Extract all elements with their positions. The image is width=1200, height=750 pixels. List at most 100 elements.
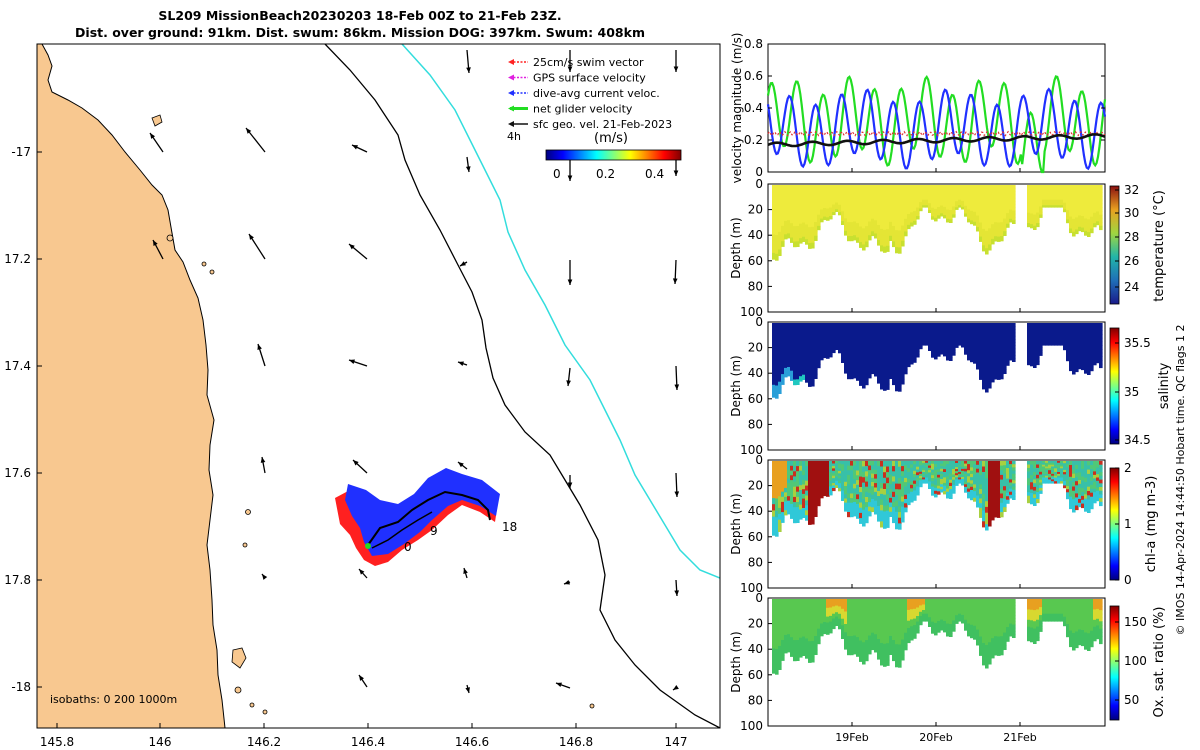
section-cell <box>922 602 926 606</box>
section-cell <box>1054 324 1058 328</box>
section-cell <box>1096 480 1100 485</box>
section-cell <box>877 614 881 620</box>
section-cell <box>1009 482 1013 487</box>
section-cell <box>895 351 899 358</box>
section-cell <box>1000 355 1004 361</box>
section-cell <box>865 486 869 493</box>
section-cell <box>997 503 1001 509</box>
section-cell <box>796 476 800 483</box>
section-cell <box>844 636 848 642</box>
section-cell <box>937 601 941 606</box>
section-cell <box>970 323 974 327</box>
section-cell <box>922 201 926 204</box>
section-cell <box>856 365 860 372</box>
section-cell <box>829 345 833 349</box>
section-cell <box>1072 331 1076 337</box>
section-cell <box>838 325 842 329</box>
section-cell <box>997 461 1001 467</box>
section-cell <box>853 203 857 209</box>
section-cell <box>826 196 830 201</box>
section-cell <box>919 607 923 611</box>
section-cell <box>820 215 824 220</box>
section-cell <box>862 350 866 357</box>
section-cell <box>985 639 989 646</box>
section-cell <box>1078 326 1082 332</box>
section-cell <box>793 338 797 345</box>
section-cell <box>844 230 848 236</box>
section-cell <box>901 363 905 370</box>
section-cell <box>805 505 809 511</box>
section-cell <box>925 599 929 602</box>
velocity-series <box>766 75 1107 174</box>
section-cell <box>1006 330 1010 335</box>
section-cell <box>802 351 806 357</box>
section-cell <box>856 613 860 619</box>
section-cell <box>775 461 779 468</box>
section-cell <box>916 618 920 623</box>
section-cell <box>910 326 914 331</box>
section-cell <box>838 350 842 354</box>
section-cell <box>895 379 899 386</box>
section-cell <box>868 221 872 227</box>
section-cell <box>892 215 896 222</box>
section-cell <box>1033 341 1037 346</box>
section-cell <box>796 481 800 488</box>
section-cell <box>778 610 782 618</box>
section-cell <box>1033 494 1037 499</box>
section-cell <box>1090 323 1094 328</box>
section-cell <box>787 349 791 355</box>
section-cell <box>841 487 845 492</box>
section-cell <box>991 633 995 639</box>
section-cell <box>1084 477 1088 483</box>
section-cell <box>787 500 791 506</box>
section-cell <box>943 198 947 202</box>
section-cell <box>997 231 1001 238</box>
section-cell <box>1033 334 1037 339</box>
section-cell <box>973 356 977 361</box>
section-cell <box>790 323 794 329</box>
section-cell <box>1012 624 1016 629</box>
section-cell <box>928 465 932 469</box>
section-cell <box>979 199 983 205</box>
section-cell <box>997 599 1001 605</box>
section-cell <box>1003 369 1007 374</box>
section-cell <box>889 617 893 623</box>
section-cell <box>889 341 893 347</box>
section-cell <box>1039 211 1043 216</box>
section-cell <box>1009 602 1013 606</box>
section-cell <box>841 602 845 607</box>
section-cell <box>802 236 806 242</box>
section-cell <box>967 491 971 496</box>
section-cell <box>952 485 956 489</box>
section-cell <box>910 609 914 614</box>
section-cell <box>889 189 893 195</box>
section-cell <box>904 624 908 630</box>
section-cell <box>778 616 782 624</box>
section-cell <box>853 506 857 512</box>
section-cell <box>1009 488 1013 493</box>
section-cell <box>856 470 860 476</box>
section-cell <box>979 360 983 366</box>
section-cell <box>868 465 872 471</box>
section-cell <box>1069 189 1073 194</box>
section-cell <box>1030 468 1034 473</box>
section-cell <box>781 614 785 620</box>
section-cell <box>1078 219 1082 224</box>
section-cell <box>877 624 881 630</box>
section-cell <box>772 629 776 637</box>
section-cell <box>1075 461 1079 466</box>
section-cell <box>1039 198 1043 202</box>
section-cell <box>925 197 929 201</box>
section-cell <box>1087 232 1091 237</box>
section-cell <box>934 607 938 612</box>
section-cell <box>1003 193 1007 199</box>
section-cell <box>964 604 968 608</box>
section-cell <box>823 337 827 341</box>
section-cell <box>880 323 884 330</box>
section-cell <box>808 630 812 637</box>
section-cell <box>1000 217 1004 223</box>
section-cell <box>1036 333 1040 338</box>
section-cell <box>931 323 935 327</box>
section-cell <box>814 488 818 494</box>
